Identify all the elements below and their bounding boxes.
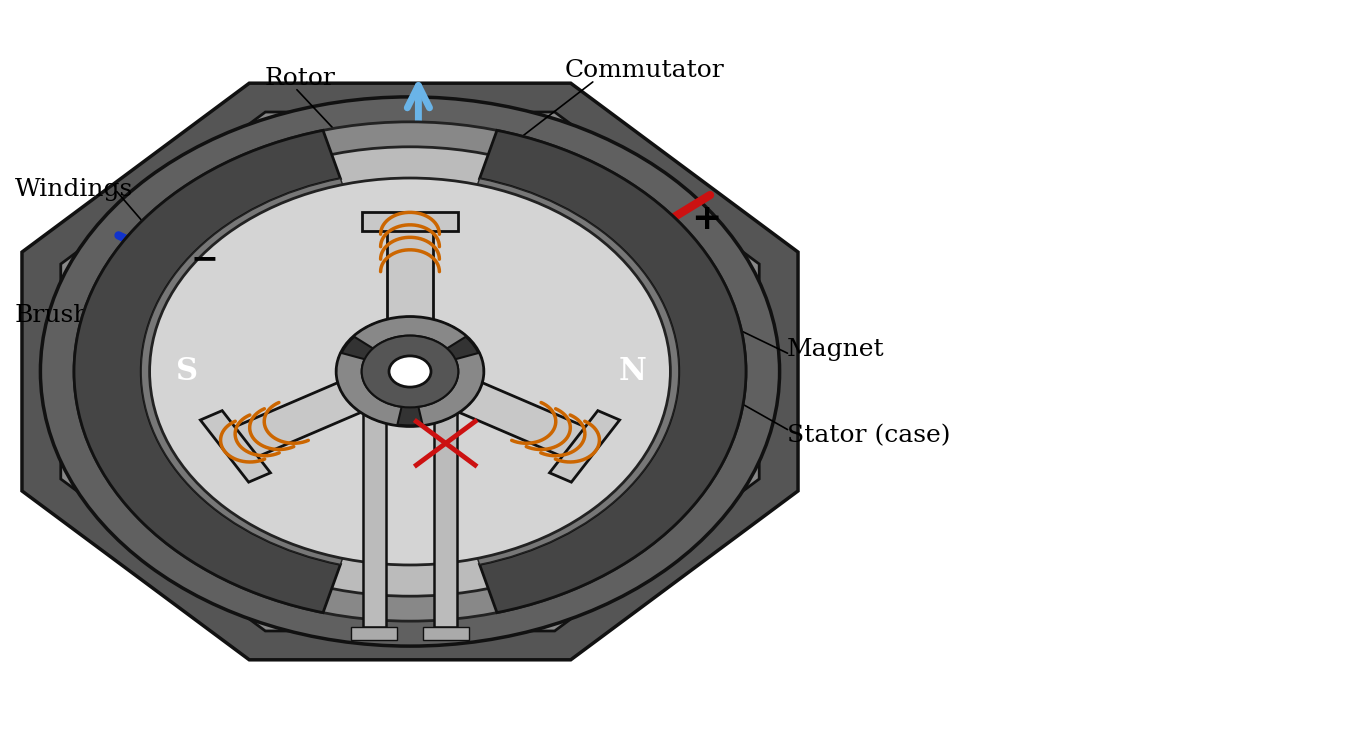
Circle shape [362,336,458,407]
Polygon shape [362,212,458,231]
Circle shape [74,122,747,621]
Text: Stator (case): Stator (case) [787,425,950,447]
Circle shape [389,356,431,387]
Text: S: S [177,356,198,387]
Circle shape [150,178,671,565]
Polygon shape [200,411,270,482]
Text: Windings: Windings [15,178,134,201]
Bar [351,627,397,640]
Bar [363,409,386,627]
Polygon shape [61,112,759,631]
Wedge shape [336,353,401,425]
Text: Rotor: Rotor [265,67,336,89]
Wedge shape [142,178,346,565]
Polygon shape [224,372,385,461]
Wedge shape [354,317,466,348]
Bar [423,627,468,640]
Circle shape [336,317,483,426]
Text: +: + [691,201,721,236]
Text: Commutator: Commutator [566,59,725,82]
Wedge shape [474,178,679,565]
Polygon shape [387,221,433,340]
Text: −: − [190,243,219,276]
Polygon shape [435,372,597,461]
Text: Magnet: Magnet [787,338,884,360]
Wedge shape [479,130,747,613]
Polygon shape [549,411,620,482]
Circle shape [40,97,779,646]
Text: N: N [618,356,647,387]
Wedge shape [74,130,340,613]
Circle shape [108,147,713,596]
Polygon shape [22,83,798,660]
Text: Brushes: Brushes [15,305,117,327]
Bar [435,409,458,627]
Wedge shape [418,353,483,425]
